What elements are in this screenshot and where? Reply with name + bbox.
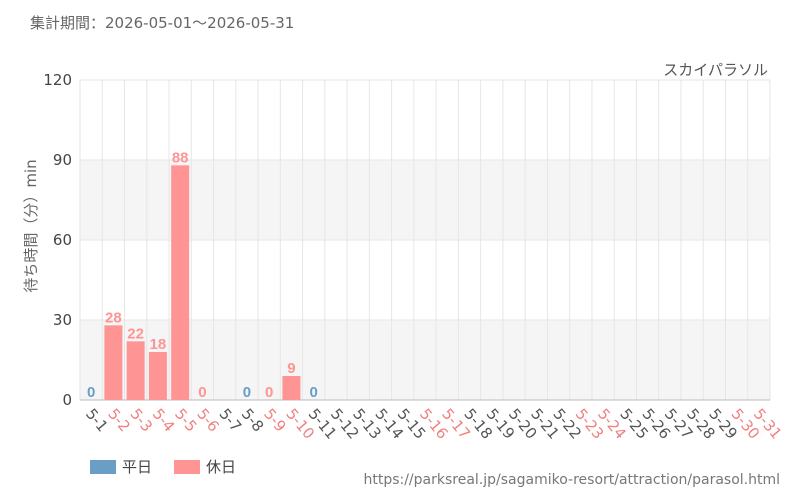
bar [104,325,123,400]
y-tick-label: 120 [43,71,72,89]
x-ticks-group: 5-15-25-35-45-55-65-75-85-95-105-115-125… [82,405,785,443]
legend-label-holiday: 休日 [206,458,237,476]
y-tick-label: 30 [53,311,72,329]
plot-bands [80,80,770,400]
bars-group [104,165,301,400]
legend-item-weekday: 平日 [90,456,152,477]
y-tick-label: 60 [53,231,72,249]
legend: 平日 休日 [90,456,236,477]
x-tick-label: 5-7 [216,405,246,435]
y-tick-label: 90 [53,151,72,169]
plot-band [80,80,770,160]
y-tick-label: 0 [62,391,72,409]
legend-item-holiday: 休日 [174,456,236,477]
period-label: 集計期間：2026-05-01〜2026-05-31 [30,14,295,32]
legend-swatch-holiday [174,459,201,474]
bar-value-label: 9 [287,360,295,377]
bar-value-label: 88 [172,149,189,166]
plot-band [80,240,770,320]
legend-swatch-weekday [90,459,116,474]
x-tick-label: 5-6 [193,405,223,435]
x-tick-label: 5-5 [171,405,201,435]
y-ticks-group: 0 30 60 90 120 [43,71,72,409]
source-url: https://parksreal.jp/sagamiko-resort/att… [363,472,780,488]
bar-value-label: 28 [105,309,122,326]
y-axis-label: 待ち時間（分）min [22,159,40,292]
x-tick-label: 5-4 [149,405,179,435]
bar-value-label: 0 [198,384,206,401]
bar-value-label: 22 [127,325,144,342]
bar-value-label: 0 [310,384,318,401]
bar [126,341,145,400]
plot-band [80,160,770,240]
plot-band [80,320,770,400]
bar-value-label: 18 [150,336,167,353]
bar-value-label: 0 [87,384,95,401]
bar [148,352,167,400]
bar-value-label: 0 [265,384,273,401]
bar [282,376,301,400]
x-tick-label: 5-2 [104,405,134,435]
x-tick-label: 5-1 [82,405,112,435]
x-tick-label: 5-9 [260,405,290,435]
chart-title: スカイパラソル [663,61,768,79]
bar-value-label: 0 [243,384,251,401]
plot-grid [79,79,771,401]
x-tick-label: 5-3 [127,405,157,435]
legend-label-weekday: 平日 [122,458,153,476]
x-tick-label: 5-8 [238,405,268,435]
bar [171,165,190,400]
